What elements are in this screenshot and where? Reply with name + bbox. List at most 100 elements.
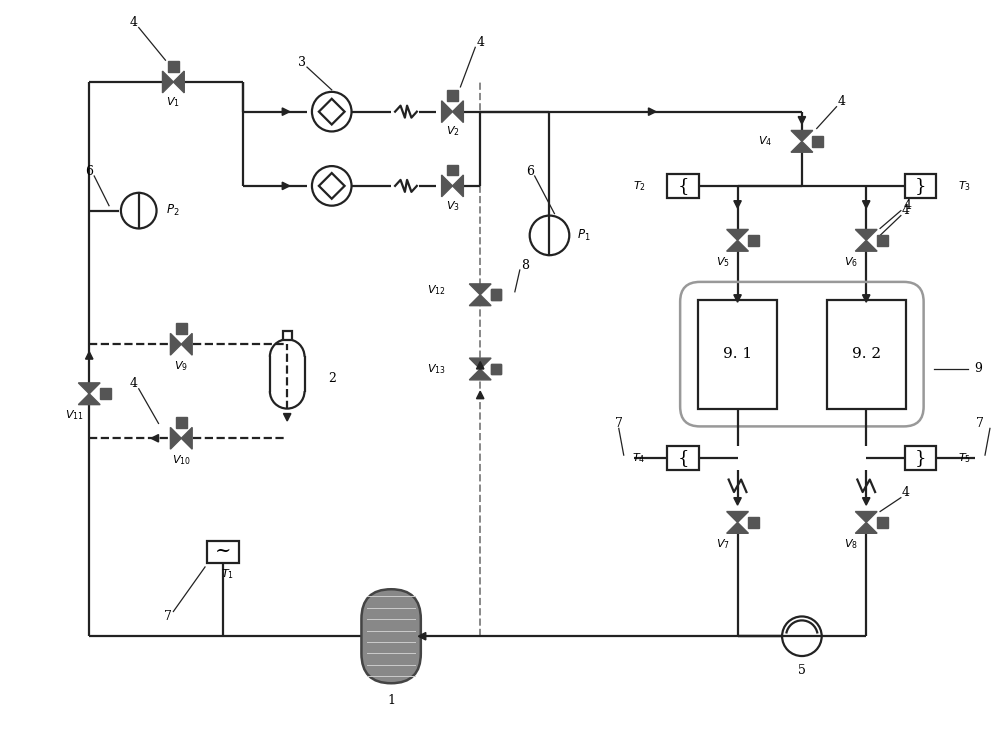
- Text: $V_3$: $V_3$: [446, 199, 459, 213]
- Text: $V_8$: $V_8$: [844, 537, 858, 551]
- Polygon shape: [162, 71, 173, 93]
- Text: 5: 5: [798, 664, 806, 677]
- Text: 7: 7: [615, 417, 623, 430]
- Text: 4: 4: [476, 36, 484, 49]
- Bar: [447, 90, 458, 101]
- Bar: [667, 174, 699, 198]
- Polygon shape: [863, 294, 870, 302]
- Polygon shape: [469, 358, 491, 369]
- Text: 7: 7: [164, 610, 172, 623]
- Text: $V_{11}$: $V_{11}$: [65, 409, 84, 422]
- Polygon shape: [170, 427, 181, 449]
- Bar: [877, 235, 888, 246]
- Polygon shape: [855, 511, 877, 523]
- Polygon shape: [855, 230, 877, 241]
- Text: }: }: [915, 177, 926, 195]
- Bar: [748, 235, 759, 246]
- Polygon shape: [78, 394, 100, 404]
- Bar: [491, 289, 501, 300]
- Polygon shape: [170, 334, 181, 355]
- Bar: [176, 323, 187, 334]
- Polygon shape: [863, 201, 870, 208]
- FancyBboxPatch shape: [361, 589, 421, 683]
- Polygon shape: [734, 294, 741, 302]
- Text: 6: 6: [526, 165, 534, 178]
- Text: $T_4$: $T_4$: [632, 451, 645, 465]
- Text: {: {: [677, 449, 689, 467]
- Text: {: {: [677, 177, 689, 195]
- Polygon shape: [452, 175, 463, 197]
- Text: 3: 3: [298, 55, 306, 69]
- Polygon shape: [452, 101, 463, 123]
- Bar: [100, 388, 111, 399]
- Polygon shape: [418, 632, 426, 640]
- Bar: [176, 417, 187, 428]
- Polygon shape: [151, 435, 159, 442]
- Polygon shape: [727, 523, 748, 534]
- Polygon shape: [855, 523, 877, 534]
- Bar: [905, 174, 936, 198]
- Text: 4: 4: [130, 377, 138, 390]
- Text: 1: 1: [387, 694, 395, 707]
- Polygon shape: [727, 511, 748, 523]
- Text: 4: 4: [902, 486, 910, 499]
- Bar: [827, 300, 906, 409]
- Polygon shape: [855, 241, 877, 251]
- Polygon shape: [86, 352, 93, 359]
- Text: $T_1$: $T_1$: [221, 567, 234, 581]
- Polygon shape: [469, 294, 491, 306]
- Bar: [491, 364, 501, 374]
- Polygon shape: [442, 101, 452, 123]
- Circle shape: [312, 92, 352, 131]
- Polygon shape: [791, 131, 813, 142]
- Text: 9. 2: 9. 2: [852, 347, 881, 361]
- Polygon shape: [476, 391, 484, 399]
- Bar: [877, 517, 888, 528]
- Bar: [748, 517, 759, 528]
- Polygon shape: [734, 201, 741, 208]
- Polygon shape: [469, 284, 491, 294]
- Bar: [905, 446, 936, 470]
- Text: $V_9$: $V_9$: [174, 359, 188, 373]
- Polygon shape: [181, 334, 192, 355]
- Bar: [812, 136, 823, 147]
- Polygon shape: [727, 230, 748, 241]
- Bar: [491, 289, 501, 300]
- Polygon shape: [734, 497, 741, 505]
- Polygon shape: [727, 241, 748, 251]
- Text: $V_2$: $V_2$: [446, 125, 459, 138]
- Polygon shape: [181, 427, 192, 449]
- Text: $V_6$: $V_6$: [844, 255, 858, 269]
- Circle shape: [312, 166, 352, 206]
- Bar: [168, 61, 179, 72]
- Text: $V_5$: $V_5$: [716, 255, 730, 269]
- Circle shape: [782, 616, 822, 656]
- Text: 2: 2: [328, 373, 336, 385]
- Bar: [491, 364, 501, 374]
- Polygon shape: [283, 413, 291, 421]
- Text: 4: 4: [904, 199, 912, 213]
- Bar: [698, 300, 777, 409]
- Text: 7: 7: [976, 417, 984, 430]
- Text: $P_1$: $P_1$: [577, 228, 591, 243]
- Text: $V_{10}$: $V_{10}$: [172, 453, 191, 467]
- Text: $V_4$: $V_4$: [758, 134, 772, 148]
- Polygon shape: [476, 362, 484, 369]
- Text: 6: 6: [85, 165, 93, 178]
- Text: $T_5$: $T_5$: [958, 451, 971, 465]
- Polygon shape: [282, 108, 290, 115]
- Polygon shape: [442, 175, 452, 197]
- Text: $V_7$: $V_7$: [716, 537, 730, 551]
- Polygon shape: [791, 142, 813, 152]
- Text: 4: 4: [130, 16, 138, 29]
- Text: 9: 9: [974, 362, 982, 376]
- Polygon shape: [173, 71, 184, 93]
- Text: $P_2$: $P_2$: [166, 203, 180, 218]
- Polygon shape: [469, 369, 491, 380]
- Text: 4: 4: [837, 95, 845, 108]
- Text: ~: ~: [215, 542, 231, 560]
- Bar: [447, 165, 458, 176]
- Text: $T_2$: $T_2$: [633, 179, 645, 193]
- Text: 9. 1: 9. 1: [723, 347, 752, 361]
- Text: $V_1$: $V_1$: [166, 95, 180, 108]
